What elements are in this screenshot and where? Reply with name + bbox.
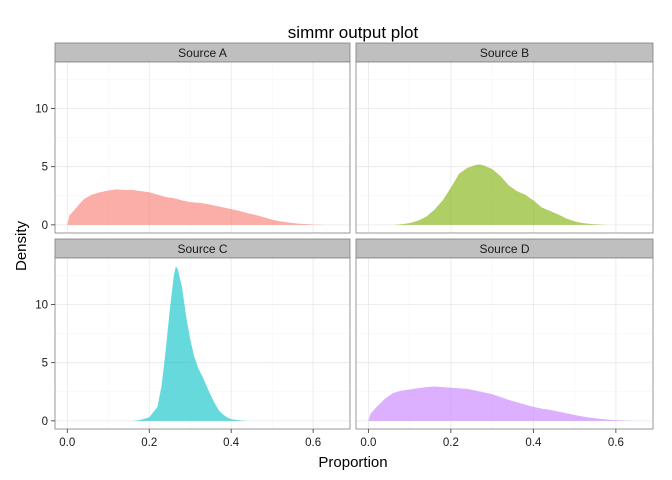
panel-border-source-b	[355, 61, 654, 234]
panel-border-source-a	[54, 61, 351, 234]
y-tick-label: 10	[35, 104, 48, 116]
x-tick-label: 0.6	[608, 437, 624, 449]
strip-label-source-c: Source C	[177, 242, 227, 256]
panel-border-source-d	[355, 257, 654, 430]
density-area-source-b	[393, 164, 608, 225]
density-area-source-a	[67, 189, 326, 225]
y-tick-label: 10	[35, 300, 48, 312]
panel-source-a: Source A 0 5 10	[35, 42, 351, 234]
y-axis-title: Density	[13, 220, 30, 271]
panel-source-c: Source C 0 5 10 0.0 0.2 0.4 0.6	[35, 238, 351, 449]
y-tick-label: 0	[42, 416, 48, 428]
density-area-source-c	[132, 266, 248, 421]
x-tick-label: 0.2	[141, 437, 157, 449]
chart-title: simmr output plot	[288, 23, 419, 42]
strip-label-source-d: Source D	[479, 242, 529, 256]
strip-label-source-b: Source B	[480, 46, 529, 60]
x-tick-label: 0.6	[305, 437, 321, 449]
x-axis-title: Proportion	[318, 454, 387, 471]
panel-source-b: Source B	[355, 42, 654, 234]
x-tick-label: 0.4	[525, 437, 542, 449]
facet-panels: Source A 0 5 10 Source B Source C 0 5 10 0.0 0.2 0.…	[35, 42, 654, 449]
y-tick-label: 0	[42, 220, 48, 232]
y-tick-label: 5	[42, 358, 48, 370]
x-tick-label: 0.2	[443, 437, 459, 449]
x-tick-label: 0.4	[223, 437, 240, 449]
x-tick-label: 0.0	[59, 437, 75, 449]
panel-source-d: Source D 0.0 0.2 0.4 0.6	[355, 238, 654, 449]
strip-label-source-a: Source A	[178, 46, 227, 60]
panel-border-source-c	[54, 257, 351, 430]
y-tick-label: 5	[42, 162, 48, 174]
density-area-source-d	[368, 386, 637, 421]
x-tick-label: 0.0	[360, 437, 376, 449]
